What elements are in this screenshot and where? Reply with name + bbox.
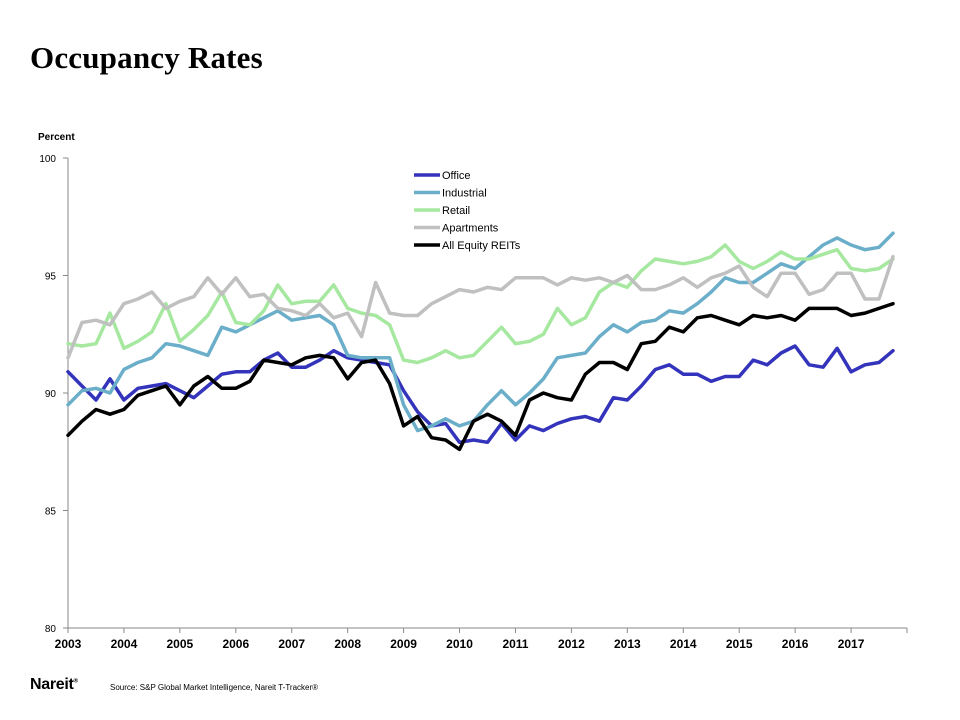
x-tick-label: 2017 (838, 637, 865, 651)
legend-label: Office (442, 170, 471, 182)
y-tick-label: 95 (45, 272, 57, 283)
x-tick-label: 2009 (390, 637, 417, 651)
x-tick-label: 2008 (334, 637, 361, 651)
series-line-all-equity-reits (66, 301, 895, 452)
x-tick-label: 2015 (726, 637, 753, 651)
legend-label: Retail (442, 205, 470, 217)
series-line-apartments (66, 254, 895, 360)
y-tick-label: 80 (45, 624, 57, 635)
x-tick-label: 2014 (670, 637, 697, 651)
y-tick-label: 90 (45, 389, 57, 400)
y-tick-label: 100 (39, 154, 56, 165)
x-tick-label: 2003 (55, 637, 82, 651)
x-tick-label: 2010 (446, 637, 473, 651)
x-tick-label: 2004 (111, 637, 138, 651)
x-tick-label: 2005 (167, 637, 194, 651)
logo-text: Nareit (30, 676, 74, 693)
y-tick-label: 85 (45, 507, 57, 518)
page-title: Occupancy Rates (30, 40, 263, 75)
legend-label: Apartments (442, 223, 499, 235)
series-line-office (66, 344, 895, 445)
nareit-logo: Nareit® (30, 676, 78, 693)
series-line-retail (66, 243, 895, 365)
legend-label: Industrial (442, 188, 487, 200)
x-tick-label: 2006 (222, 637, 249, 651)
x-tick-label: 2007 (278, 637, 305, 651)
x-tick-label: 2011 (502, 637, 528, 651)
series-line-industrial (66, 231, 895, 433)
x-tick-label: 2016 (782, 637, 809, 651)
x-tick-label: 2013 (614, 637, 641, 651)
x-tick-label: 2012 (558, 637, 585, 651)
source-note: Source: S&P Global Market Intelligence, … (110, 683, 319, 692)
y-axis-title: Percent (38, 132, 75, 143)
legend-label: All Equity REITs (442, 240, 521, 252)
